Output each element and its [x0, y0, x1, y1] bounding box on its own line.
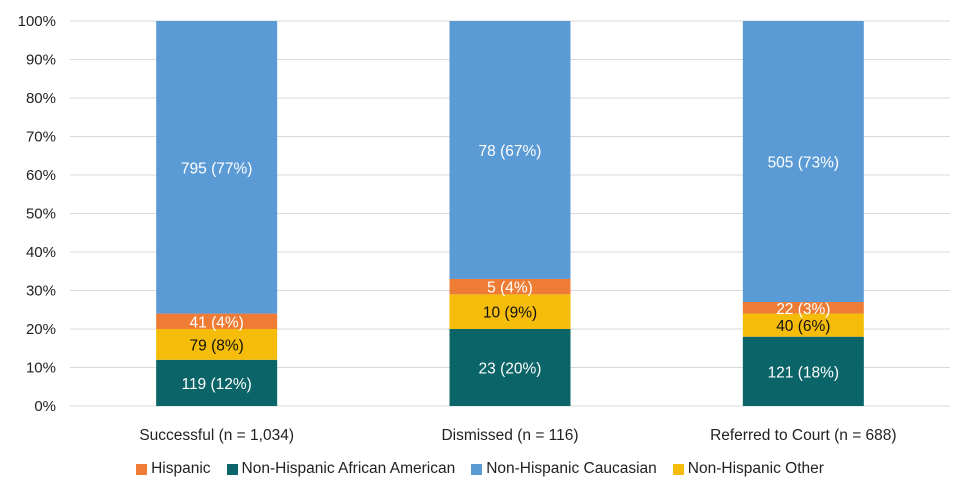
data-label: 795 (77%)	[181, 160, 253, 177]
y-tick-label: 50%	[26, 206, 56, 223]
legend-item: Non-Hispanic Other	[672, 460, 824, 478]
y-axis: 0% 10% 20% 30% 40% 50% 60% 70% 80% 90% 100%	[18, 13, 56, 415]
legend-swatch	[226, 463, 238, 475]
bar-segment	[449, 294, 571, 329]
y-tick-label: 90%	[26, 52, 56, 69]
x-category-label: Dismissed (n = 116)	[441, 427, 578, 444]
bar-segment	[742, 336, 864, 406]
legend-item: Non-Hispanic African American	[226, 460, 456, 478]
bar-segment	[156, 359, 278, 406]
legend-swatch	[672, 463, 684, 475]
legend-label: Non-Hispanic African American	[241, 460, 456, 477]
y-tick-label: 40%	[26, 244, 56, 261]
legend-item: Non-Hispanic Caucasian	[471, 460, 657, 478]
bar-segment	[156, 329, 278, 360]
legend-label: Non-Hispanic Caucasian	[486, 460, 657, 477]
y-tick-label: 60%	[26, 167, 56, 184]
y-tick-label: 0%	[34, 398, 56, 415]
data-label: 119 (12%)	[181, 376, 251, 393]
y-tick-label: 30%	[26, 283, 56, 300]
bar-segment	[742, 21, 864, 303]
data-label: 41 (4%)	[190, 314, 244, 331]
data-label: 78 (67%)	[479, 143, 542, 160]
bar-segment	[156, 21, 278, 314]
legend-label: Hispanic	[151, 460, 211, 477]
data-label: 5 (4%)	[487, 280, 533, 297]
x-axis: Successful (n = 1,034) Dismissed (n = 116…	[139, 427, 896, 444]
data-label: 79 (8%)	[190, 337, 244, 354]
bar-segment	[156, 313, 278, 329]
x-category-label: Successful (n = 1,034)	[139, 427, 294, 444]
data-label: 10 (9%)	[483, 305, 537, 322]
legend-item: Hispanic	[136, 460, 211, 478]
y-tick-label: 20%	[26, 321, 56, 338]
bar-segment	[449, 329, 571, 406]
y-tick-label: 80%	[26, 90, 56, 107]
y-tick-label: 100%	[18, 13, 56, 30]
legend-label: Non-Hispanic Other	[687, 460, 824, 477]
bar-segment	[449, 21, 571, 279]
y-tick-label: 70%	[26, 129, 56, 146]
data-label: 23 (20%)	[479, 361, 542, 378]
bar-segment	[449, 278, 571, 295]
data-label: 40 (6%)	[776, 318, 830, 335]
legend: Hispanic Non-Hispanic African American Non…	[0, 460, 960, 478]
legend-swatch	[471, 463, 483, 475]
x-category-label: Referred to Court (n = 688)	[710, 427, 897, 444]
data-label: 121 (18%)	[768, 364, 840, 381]
data-label: 505 (73%)	[768, 155, 840, 172]
bar-segment	[742, 313, 864, 337]
data-label: 22 (3%)	[776, 301, 830, 318]
bar-segment	[742, 302, 864, 314]
legend-swatch	[136, 463, 148, 475]
bars: 119 (12%) 79 (8%) 41 (4%) 795 (77%) 23 (20%)…	[156, 21, 864, 406]
y-tick-label: 10%	[26, 360, 56, 377]
